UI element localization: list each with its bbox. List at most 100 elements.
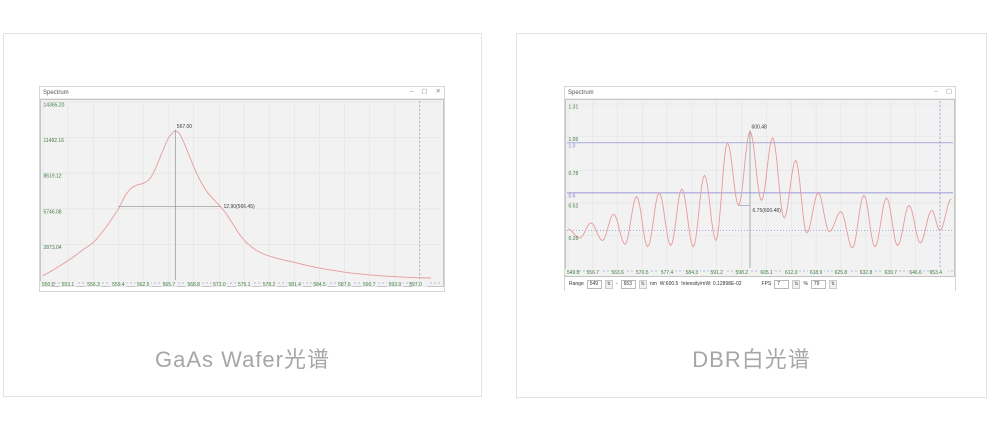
spinner-icon[interactable]: ⇅ <box>604 279 613 289</box>
spinner-icon[interactable]: ⇅ <box>828 279 838 289</box>
gaas-spectrum-chart[interactable]: 567.00 12.90(566.45) 550.0 553.1 556.3 559.4 5… <box>35 99 444 288</box>
tick-label: 597.0 <box>409 282 422 287</box>
tick-label-bg <box>110 281 127 287</box>
tick-label-bg <box>560 269 576 275</box>
titlebar: Spectrum – ▢ <box>565 87 955 99</box>
minimize-icon[interactable]: – <box>934 88 938 96</box>
maximize-icon[interactable]: ▢ <box>421 88 428 96</box>
tick-label-bg <box>286 281 303 287</box>
tick-label: 570.5 <box>636 270 649 276</box>
minimize-icon[interactable]: – <box>409 88 414 96</box>
tick-label: 8619.12 <box>44 174 62 180</box>
tick-label: 0.26 <box>569 236 579 242</box>
tick-label-bg <box>85 281 102 287</box>
range-dash: - <box>615 281 618 287</box>
range-to-input[interactable]: 653 <box>620 279 636 289</box>
spectrum-window-gaas: Spectrum – ▢ ✕ 567.00 12.90(566.45) 550.0 5… <box>35 86 445 292</box>
tick-label-bg <box>584 269 601 275</box>
fps-input[interactable]: 7 <box>774 279 790 289</box>
tick-label: 0.78 <box>569 171 579 177</box>
tick-label: 578.2 <box>263 282 276 287</box>
tick-label-bg <box>758 269 775 275</box>
range-from-input[interactable]: 549 <box>586 279 602 289</box>
tick-label: 0.52 <box>569 203 579 209</box>
plot-background <box>565 99 955 277</box>
maximize-icon[interactable]: ▢ <box>945 88 952 96</box>
tick-label: 577.4 <box>661 270 674 276</box>
tick-label: 562.5 <box>137 282 150 287</box>
tick-label-bg <box>882 269 899 275</box>
tick-label: 559.4 <box>112 282 125 287</box>
range-label: Range <box>569 281 584 287</box>
tick-label: 1.31 <box>569 105 579 111</box>
range-unit: nm <box>649 281 657 287</box>
tick-label: 591.2 <box>710 270 723 276</box>
spinner-icon[interactable]: ⇅ <box>792 279 801 289</box>
titlebar: Spectrum – ▢ ✕ <box>40 87 444 99</box>
caption-dbr: DBR白光谱 <box>692 347 811 372</box>
spectrum-curve <box>42 130 432 279</box>
tick-label-bg <box>361 281 378 287</box>
tick-label-bg <box>236 281 253 287</box>
tick-label: 1.05 <box>569 137 579 143</box>
tick-label: 556.7 <box>587 270 600 276</box>
tick-label: 625.8 <box>835 270 848 276</box>
wavelength-reading: W:600.5 <box>659 281 679 287</box>
tick-label: 593.9 <box>389 282 402 287</box>
tick-label: 563.6 <box>611 270 624 276</box>
tick-label-bg <box>185 281 202 287</box>
tick-label-bg <box>932 269 948 275</box>
tick-label: 14365.20 <box>44 103 65 109</box>
tick-label-bg <box>311 281 328 287</box>
tick-label: 11492.16 <box>44 138 65 144</box>
tick-label-bg <box>683 269 700 275</box>
caption-gaas: GaAs Wafer光谱 <box>155 347 330 372</box>
spinner-icon[interactable]: ⇅ <box>638 279 647 289</box>
fwhm-value-label: 12.90(566.45) <box>224 204 255 210</box>
fwhm-value-label: 6.75(600.48) <box>753 208 782 214</box>
gridlines <box>42 101 442 281</box>
tick-label-bg <box>160 281 177 287</box>
plot-background <box>40 99 444 287</box>
dbr-white-light-spectrum-plot: 600.48 6.75(600.48) 549.8 556.7 563.6 570.5 57… <box>560 99 955 277</box>
tick-label-bg <box>411 281 428 287</box>
tick-label-bg <box>336 281 353 287</box>
peak-value-label: 600.48 <box>752 125 768 131</box>
tick-label: 646.6 <box>909 270 922 276</box>
tick-label-bg <box>261 281 278 287</box>
tick-label-bg <box>808 269 825 275</box>
tick-label: 549.8 <box>567 270 580 276</box>
percent-label: % <box>803 281 808 287</box>
tick-label-bg <box>708 269 725 275</box>
tick-label: 598.2 <box>736 270 749 276</box>
tick-label: 550.0 <box>42 282 55 287</box>
tick-label: 556.3 <box>87 282 100 287</box>
spectrum-curve <box>567 130 952 249</box>
tick-label: 639.7 <box>885 270 898 276</box>
tick-label: 612.0 <box>785 270 798 276</box>
dbr-spectrum-chart[interactable]: 600.48 6.75(600.48) 549.8 556.7 563.6 570.5 57… <box>560 99 955 277</box>
tick-label: 590.7 <box>363 282 376 287</box>
close-icon[interactable]: ✕ <box>435 88 441 96</box>
tick-label: 632.8 <box>860 270 873 276</box>
tick-label: 605.1 <box>760 270 773 276</box>
spectrum-toolbar: Range 549 ⇅ - 653 ⇅ nm W:600.5 Intensity… <box>565 277 955 291</box>
window-controls: – ▢ ✕ <box>410 89 441 96</box>
tick-label-bg <box>832 269 849 275</box>
fps-label: FPS <box>761 281 772 287</box>
tick-label-bg <box>386 281 403 287</box>
tick-label: 575.1 <box>238 282 251 287</box>
tick-label: 2873.04 <box>44 245 62 251</box>
tick-label-bg <box>783 269 800 275</box>
tick-label: 572.0 <box>213 282 226 287</box>
tick-label: 584.5 <box>313 282 326 287</box>
window-controls: – ▢ <box>934 89 952 96</box>
window-title: Spectrum <box>568 89 594 96</box>
tick-label-bg <box>135 281 152 287</box>
tick-label-bg <box>634 269 651 275</box>
tick-label: 553.1 <box>62 282 75 287</box>
percent-input[interactable]: 79 <box>810 279 826 289</box>
tick-label: 581.4 <box>288 282 301 287</box>
tick-label: 568.8 <box>187 282 200 287</box>
intensity-reading: Intensity/mW: 0.12898E-02 <box>681 281 742 287</box>
